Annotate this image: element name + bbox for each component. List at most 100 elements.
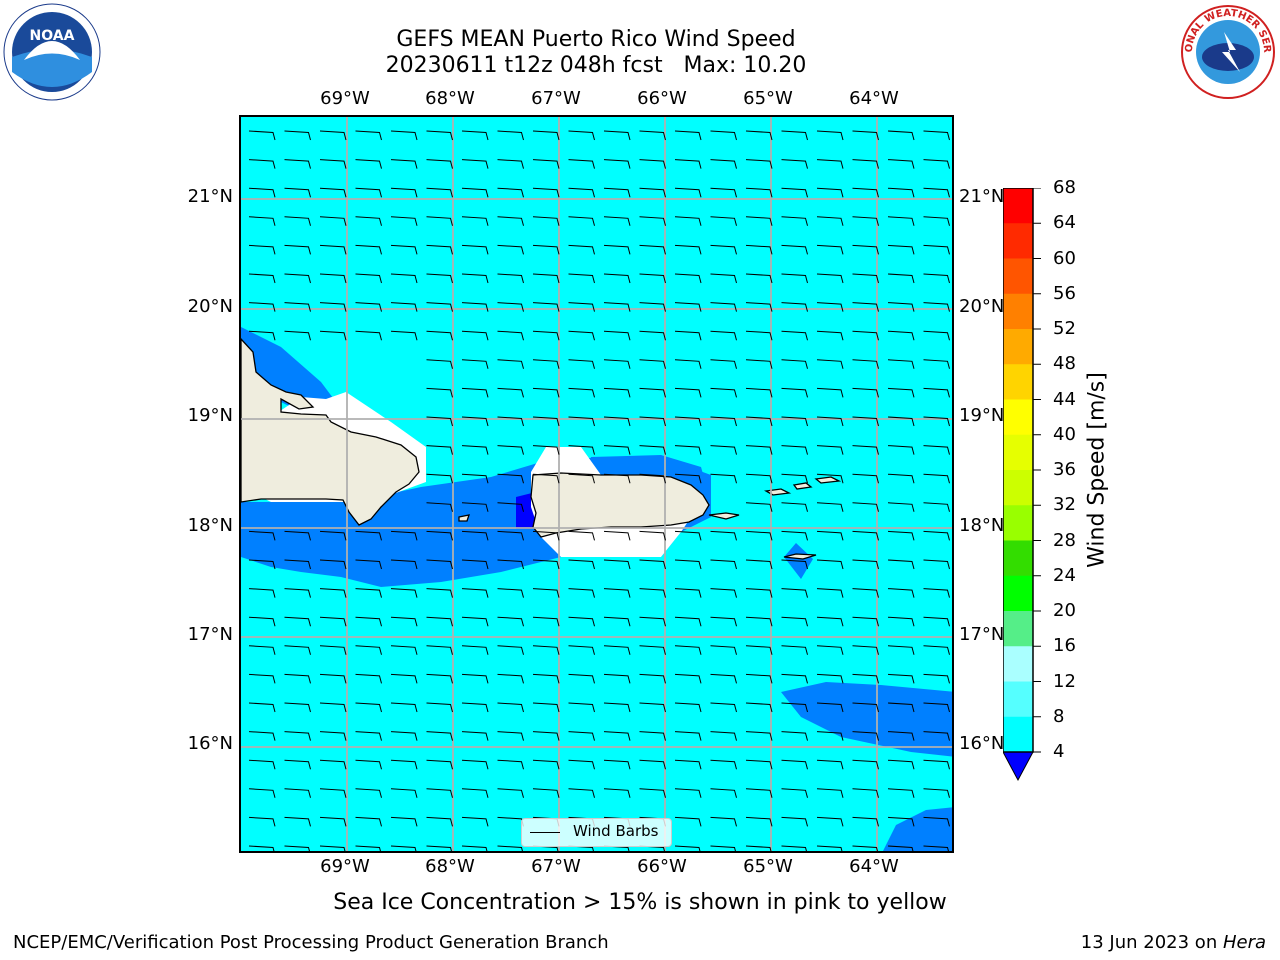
- colorbar-tick-label: 28: [1053, 529, 1076, 551]
- wind-barb: [816, 702, 844, 713]
- wind-barb: [390, 616, 418, 627]
- wind-barb: [710, 759, 737, 770]
- wind-barb: [426, 359, 453, 369]
- wind-barb: [497, 473, 524, 484]
- wind-barb: [497, 216, 524, 226]
- wind-barb: [710, 445, 737, 455]
- colorbar-segment: [1003, 434, 1033, 471]
- wind-barb: [710, 559, 737, 570]
- map-gridlines: [241, 117, 952, 851]
- wind-barb: [603, 759, 631, 770]
- wind-barb: [497, 387, 524, 398]
- wind-barb: [390, 673, 418, 684]
- wind-barb: [568, 673, 595, 684]
- lon-label-bottom-69w: 69°W: [320, 856, 370, 877]
- colorbar-tick-label: 60: [1053, 247, 1076, 269]
- wind-barb: [603, 216, 631, 226]
- wind-barb: [887, 330, 915, 341]
- wind-barb: [639, 302, 666, 312]
- wind-barb: [745, 616, 773, 627]
- wind-barb: [674, 731, 702, 741]
- wind-barb: [923, 559, 950, 570]
- wind-barb: [497, 445, 524, 455]
- wind-barb: [603, 387, 631, 398]
- wind-barb: [745, 645, 773, 655]
- wind-barb: [816, 416, 844, 427]
- credit-host: Hera: [1222, 932, 1266, 953]
- wind-barb: [248, 816, 276, 827]
- wind-barb: [568, 445, 595, 455]
- wind-barb: [710, 702, 737, 713]
- wind-barb: [745, 187, 773, 198]
- wind-barb: [426, 130, 453, 141]
- wind-barb: [639, 731, 666, 741]
- wind-barb: [568, 244, 595, 255]
- wind-barb: [248, 788, 276, 798]
- wind-barb: [781, 273, 808, 284]
- wind-barb: [319, 302, 347, 312]
- wind-barb: [674, 588, 702, 598]
- colorbar-tick-label: 16: [1053, 635, 1076, 657]
- wind-barb: [887, 244, 915, 255]
- wind-barb: [745, 273, 773, 284]
- lat-label-left-18n: 18°N: [187, 515, 233, 536]
- wind-barb: [816, 216, 844, 226]
- colorbar-tick-label: 36: [1053, 459, 1076, 480]
- wind-barb: [923, 302, 950, 312]
- wind-barb: [319, 816, 347, 827]
- lat-label-right-18n: 18°N: [959, 515, 1005, 536]
- wind-barb: [674, 673, 702, 684]
- wind-barb: [674, 330, 702, 341]
- wind-barb: [710, 330, 737, 341]
- wind-barb: [710, 673, 737, 684]
- wind-barb: [284, 788, 311, 798]
- lat-label-left-19n: 19°N: [187, 405, 233, 426]
- wind-barb: [852, 159, 879, 169]
- wind-barb: [426, 731, 453, 741]
- wind-barb: [248, 588, 276, 598]
- wind-barb: [532, 588, 560, 598]
- wind-barb: [887, 187, 915, 198]
- map-legend: Wind Barbs: [521, 818, 672, 847]
- wind-barb: [603, 616, 631, 627]
- wind-barb: [887, 502, 915, 512]
- wind-barb: [355, 816, 382, 827]
- wind-barb: [390, 845, 417, 851]
- wind-barb: [426, 759, 453, 770]
- wind-barb: [248, 216, 276, 226]
- wind-barb: [781, 702, 808, 713]
- wind-barb: [745, 130, 773, 141]
- wind-barb: [284, 759, 311, 770]
- wind-barb: [603, 731, 631, 741]
- wind-barb: [710, 416, 737, 427]
- wind-barb: [568, 845, 594, 851]
- wind-barb: [532, 731, 560, 741]
- wind-barb: [532, 645, 560, 655]
- wind-barb: [816, 159, 844, 169]
- wind-barb: [852, 416, 879, 427]
- wind-barb: [284, 845, 310, 851]
- wind-barb: [887, 530, 915, 541]
- wind-barb: [568, 788, 595, 798]
- wind-barb: [923, 645, 950, 655]
- lon-label-top-69w: 69°W: [320, 88, 370, 109]
- wind-barb: [319, 731, 347, 741]
- wind-barb: [248, 645, 276, 655]
- wind-barb: [852, 130, 879, 141]
- wind-barb: [887, 616, 915, 627]
- colorbar-tick-label: 8: [1053, 705, 1065, 727]
- wind-barb: [461, 273, 489, 284]
- wind-barb: [923, 502, 950, 512]
- wind-barb: [816, 273, 844, 284]
- credit-date-text: 13 Jun 2023 on: [1080, 932, 1223, 953]
- wind-barb: [319, 559, 347, 570]
- wind-barb: [781, 559, 808, 570]
- wind-barb: [568, 187, 595, 198]
- wind-barb: [319, 216, 347, 226]
- wind-barb: [852, 702, 879, 713]
- wind-barb: [532, 159, 560, 169]
- wind-barb: [816, 788, 844, 798]
- lat-label-right-19n: 19°N: [959, 405, 1005, 426]
- wind-barb: [532, 359, 560, 369]
- wind-barb: [319, 845, 346, 851]
